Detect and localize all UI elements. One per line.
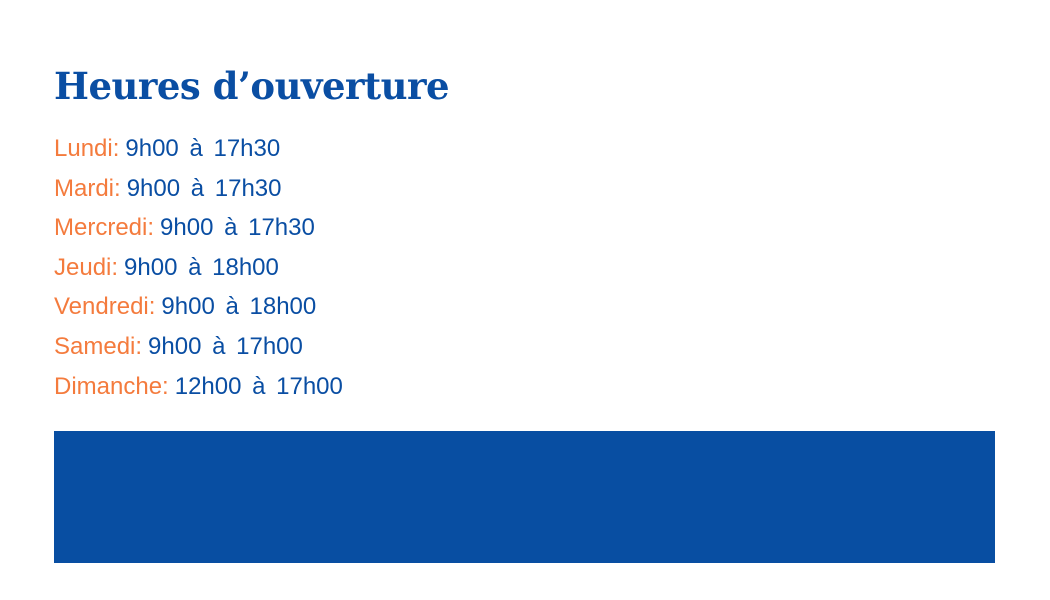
hours-row-mardi: Mardi: 9h00 à 17h30 — [54, 172, 343, 212]
day-label: Lundi: — [54, 135, 120, 162]
time-range: 9h00 à 17h30 — [125, 135, 281, 162]
opening-hours-list: Lundi: 9h00 à 17h30 Mardi: 9h00 à 17h30 Me… — [54, 132, 343, 409]
day-label: Vendredi: — [54, 293, 156, 321]
day-label: Mercredi: — [54, 214, 155, 242]
hours-row-dimanche: Dimanche: 12h00 à 17h00 — [54, 370, 343, 410]
day-label: Samedi: — [54, 332, 143, 360]
day-label: Dimanche: — [54, 372, 169, 400]
day-label: Mardi: — [54, 174, 121, 202]
time-range: 12h00 à 17h00 — [174, 372, 343, 400]
time-range: 9h00 à 18h00 — [124, 253, 279, 281]
time-range: 9h00 à 17h30 — [160, 214, 315, 242]
hours-row-jeudi: Jeudi: 9h00 à 18h00 — [54, 251, 343, 291]
hours-row-lundi: Lundi: 9h00 à 17h30 — [54, 132, 343, 172]
day-label: Jeudi: — [54, 253, 119, 281]
time-range: 9h00 à 18h00 — [161, 293, 317, 321]
page-title: Heures d’ouverture — [54, 64, 450, 108]
hours-row-mercredi: Mercredi: 9h00 à 17h30 — [54, 211, 343, 251]
hours-row-vendredi: Vendredi: 9h00 à 18h00 — [54, 290, 343, 330]
blue-banner — [54, 431, 995, 563]
time-range: 9h00 à 17h30 — [126, 174, 282, 202]
hours-row-samedi: Samedi: 9h00 à 17h00 — [54, 330, 343, 370]
time-range: 9h00 à 17h00 — [148, 332, 303, 360]
